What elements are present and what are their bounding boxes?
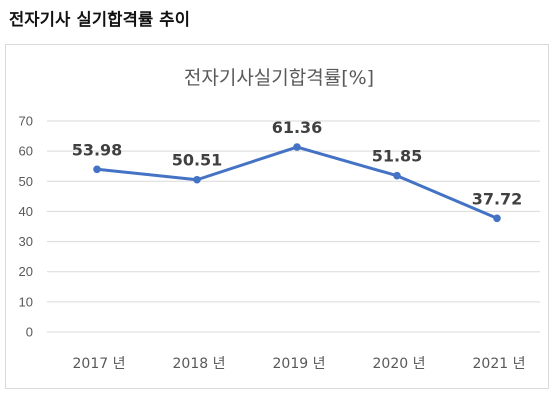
- data-label: 61.36: [272, 118, 323, 137]
- x-axis-ticks: 2017 년 2018 년 2019 년 2020 년 2021 년: [73, 356, 526, 372]
- x-tick-label: 2020 년: [373, 356, 426, 372]
- data-point: [393, 171, 401, 180]
- page-title: 전자기사 실기합격률 추이: [9, 10, 191, 29]
- y-tick-label: 0: [26, 325, 33, 340]
- gridlines: [47, 120, 540, 333]
- y-axis-ticks: 0 10 20 30 40 50 60 70: [19, 114, 33, 340]
- data-label: 50.51: [172, 151, 223, 170]
- y-tick-label: 30: [19, 234, 33, 249]
- x-tick-label: 2019 년: [273, 356, 326, 372]
- series-line: [96, 145, 498, 220]
- data-point: [93, 165, 101, 174]
- data-point: [493, 214, 501, 223]
- x-tick-label: 2018 년: [173, 356, 226, 372]
- data-point: [193, 175, 201, 184]
- series-group: [93, 143, 501, 223]
- x-tick-label: 2021 년: [473, 356, 526, 372]
- data-label: 37.72: [472, 189, 523, 208]
- y-tick-label: 60: [19, 144, 33, 159]
- chart-title: 전자기사실기합격률[%]: [184, 67, 374, 89]
- data-labels: 53.98 50.51 61.36 51.85 37.72: [72, 118, 523, 208]
- y-tick-label: 20: [19, 264, 33, 279]
- x-tick-label: 2017 년: [73, 356, 126, 372]
- y-tick-label: 40: [19, 204, 33, 219]
- data-label: 53.98: [72, 140, 123, 159]
- y-tick-label: 10: [19, 294, 33, 309]
- y-tick-label: 70: [19, 114, 33, 129]
- data-point: [293, 143, 301, 151]
- data-label: 51.85: [372, 147, 423, 166]
- y-tick-label: 50: [19, 174, 33, 189]
